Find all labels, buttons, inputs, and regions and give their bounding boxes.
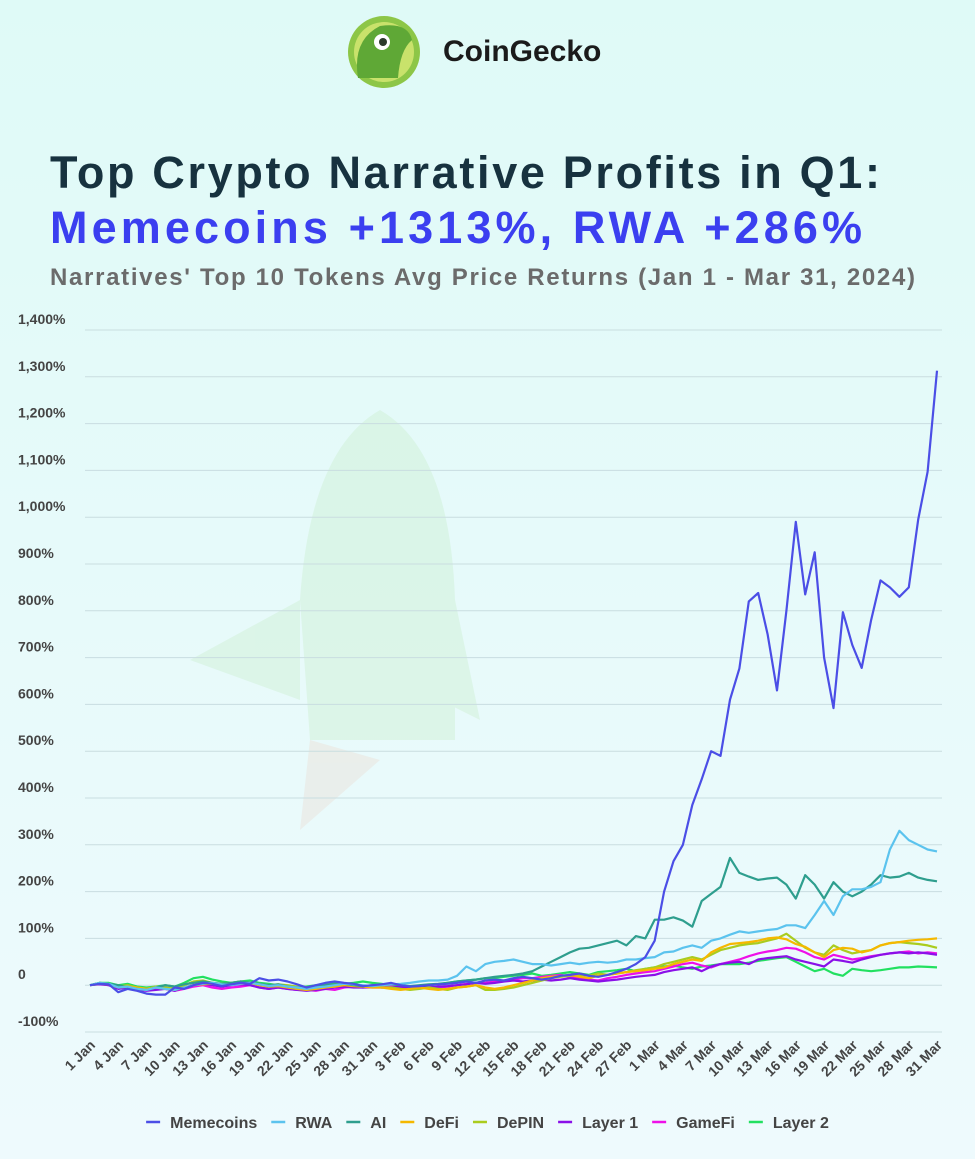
y-tick-label: 200%	[18, 873, 54, 889]
y-tick-label: 700%	[18, 639, 54, 655]
legend: Memecoins RWA AI DeFi DePIN Layer 1 GameFi Laye…	[146, 1115, 829, 1132]
legend-label: GameFi	[676, 1115, 735, 1132]
y-tick-label: 800%	[18, 592, 54, 608]
series-line	[89, 370, 939, 996]
legend-label: Layer 2	[773, 1115, 829, 1132]
legend-label: DeFi	[424, 1115, 459, 1132]
y-tick-label: 300%	[18, 826, 54, 842]
y-tick-label: 1,100%	[18, 451, 66, 467]
y-tick-label: 400%	[18, 779, 54, 795]
y-tick-label: 1,300%	[18, 358, 66, 374]
series-line	[89, 856, 938, 991]
legend-label: RWA	[295, 1115, 332, 1132]
y-tick-label: 100%	[18, 919, 54, 935]
legend-label: AI	[370, 1115, 386, 1132]
legend-label: Memecoins	[170, 1115, 257, 1132]
chart-title: Top Crypto Narrative Profits in Q1:	[50, 147, 880, 198]
y-tick-label: -100%	[18, 1013, 59, 1029]
y-tick-label: 1,200%	[18, 405, 66, 421]
chart-title-highlight: Memecoins +1313%, RWA +286%	[50, 202, 862, 253]
logo	[348, 16, 420, 88]
y-tick-label: 500%	[18, 732, 54, 748]
y-tick-label: 0	[18, 966, 26, 982]
chart-subtitle: Narratives' Top 10 Tokens Avg Price Retu…	[50, 264, 915, 291]
y-tick-label: 1,000%	[18, 498, 66, 514]
brand-name: CoinGecko	[443, 35, 601, 68]
y-tick-label: 1,400%	[18, 311, 66, 327]
legend-label: DePIN	[497, 1115, 544, 1132]
y-tick-label: 600%	[18, 685, 54, 701]
y-tick-label: 900%	[18, 545, 54, 561]
legend-label: Layer 1	[582, 1115, 638, 1132]
